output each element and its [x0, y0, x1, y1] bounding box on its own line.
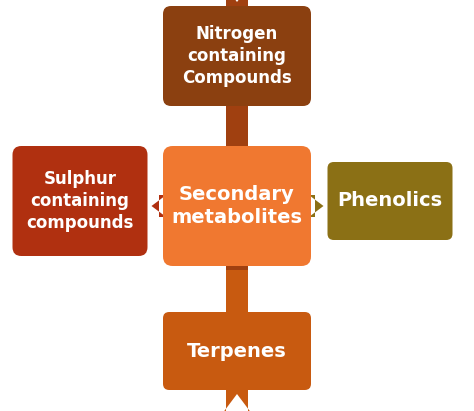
Polygon shape — [216, 0, 258, 270]
FancyBboxPatch shape — [328, 162, 453, 240]
FancyBboxPatch shape — [163, 146, 311, 266]
Text: Sulphur
containing
compounds: Sulphur containing compounds — [27, 170, 134, 232]
Text: Secondary
metabolites: Secondary metabolites — [172, 185, 302, 227]
FancyBboxPatch shape — [163, 312, 311, 390]
Polygon shape — [216, 142, 258, 411]
Polygon shape — [295, 185, 323, 227]
Text: Phenolics: Phenolics — [337, 192, 443, 210]
Text: Terpenes: Terpenes — [187, 342, 287, 360]
Text: Nitrogen
containing
Compounds: Nitrogen containing Compounds — [182, 25, 292, 87]
Polygon shape — [152, 185, 180, 227]
FancyBboxPatch shape — [163, 6, 311, 106]
FancyBboxPatch shape — [12, 146, 147, 256]
